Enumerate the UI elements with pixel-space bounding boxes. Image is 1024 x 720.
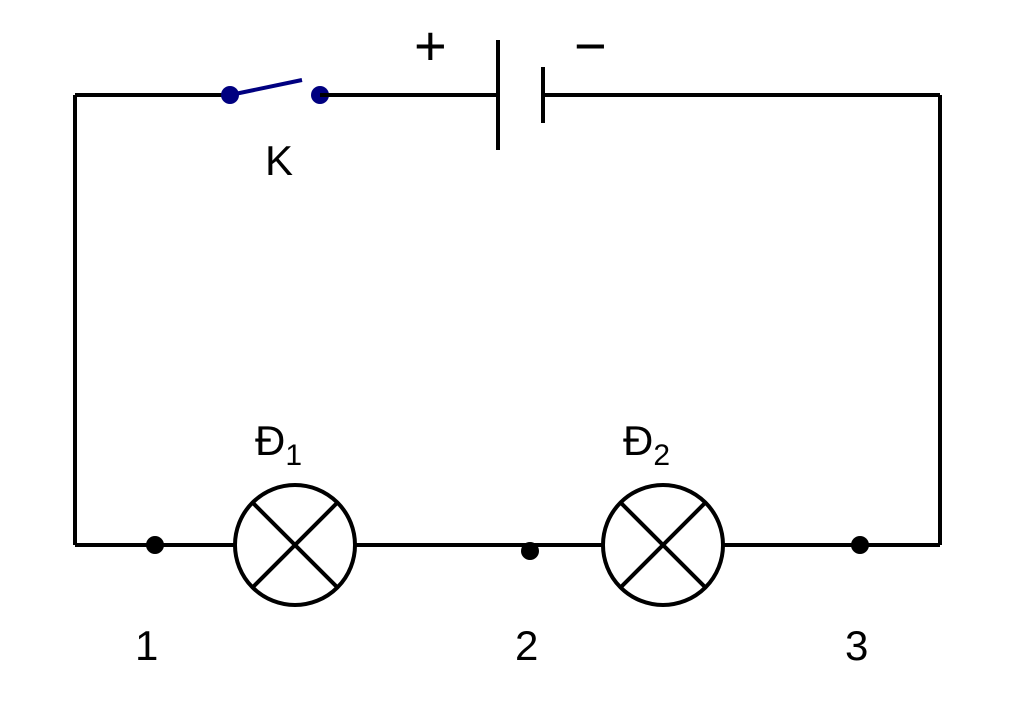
node-3-label: 3 [845, 622, 868, 669]
node-2: 2 [515, 542, 539, 669]
node-1-label: 1 [135, 622, 158, 669]
switch-label: K [265, 137, 293, 184]
lamp-d2-label: Đ2 [623, 417, 670, 472]
node-1: 1 [135, 536, 164, 669]
lamp-d2: Đ2 [603, 417, 723, 605]
circuit-diagram: K + − Đ1 Đ2 [0, 0, 1024, 720]
node-3: 3 [845, 536, 869, 669]
battery-minus-label: − [574, 14, 607, 77]
lamp-d1: Đ1 [235, 417, 355, 605]
node-2-label: 2 [515, 622, 538, 669]
battery: + − [414, 14, 607, 150]
lamp-d1-label: Đ1 [255, 417, 302, 472]
battery-plus-label: + [414, 14, 447, 77]
switch-k: K [221, 80, 329, 184]
